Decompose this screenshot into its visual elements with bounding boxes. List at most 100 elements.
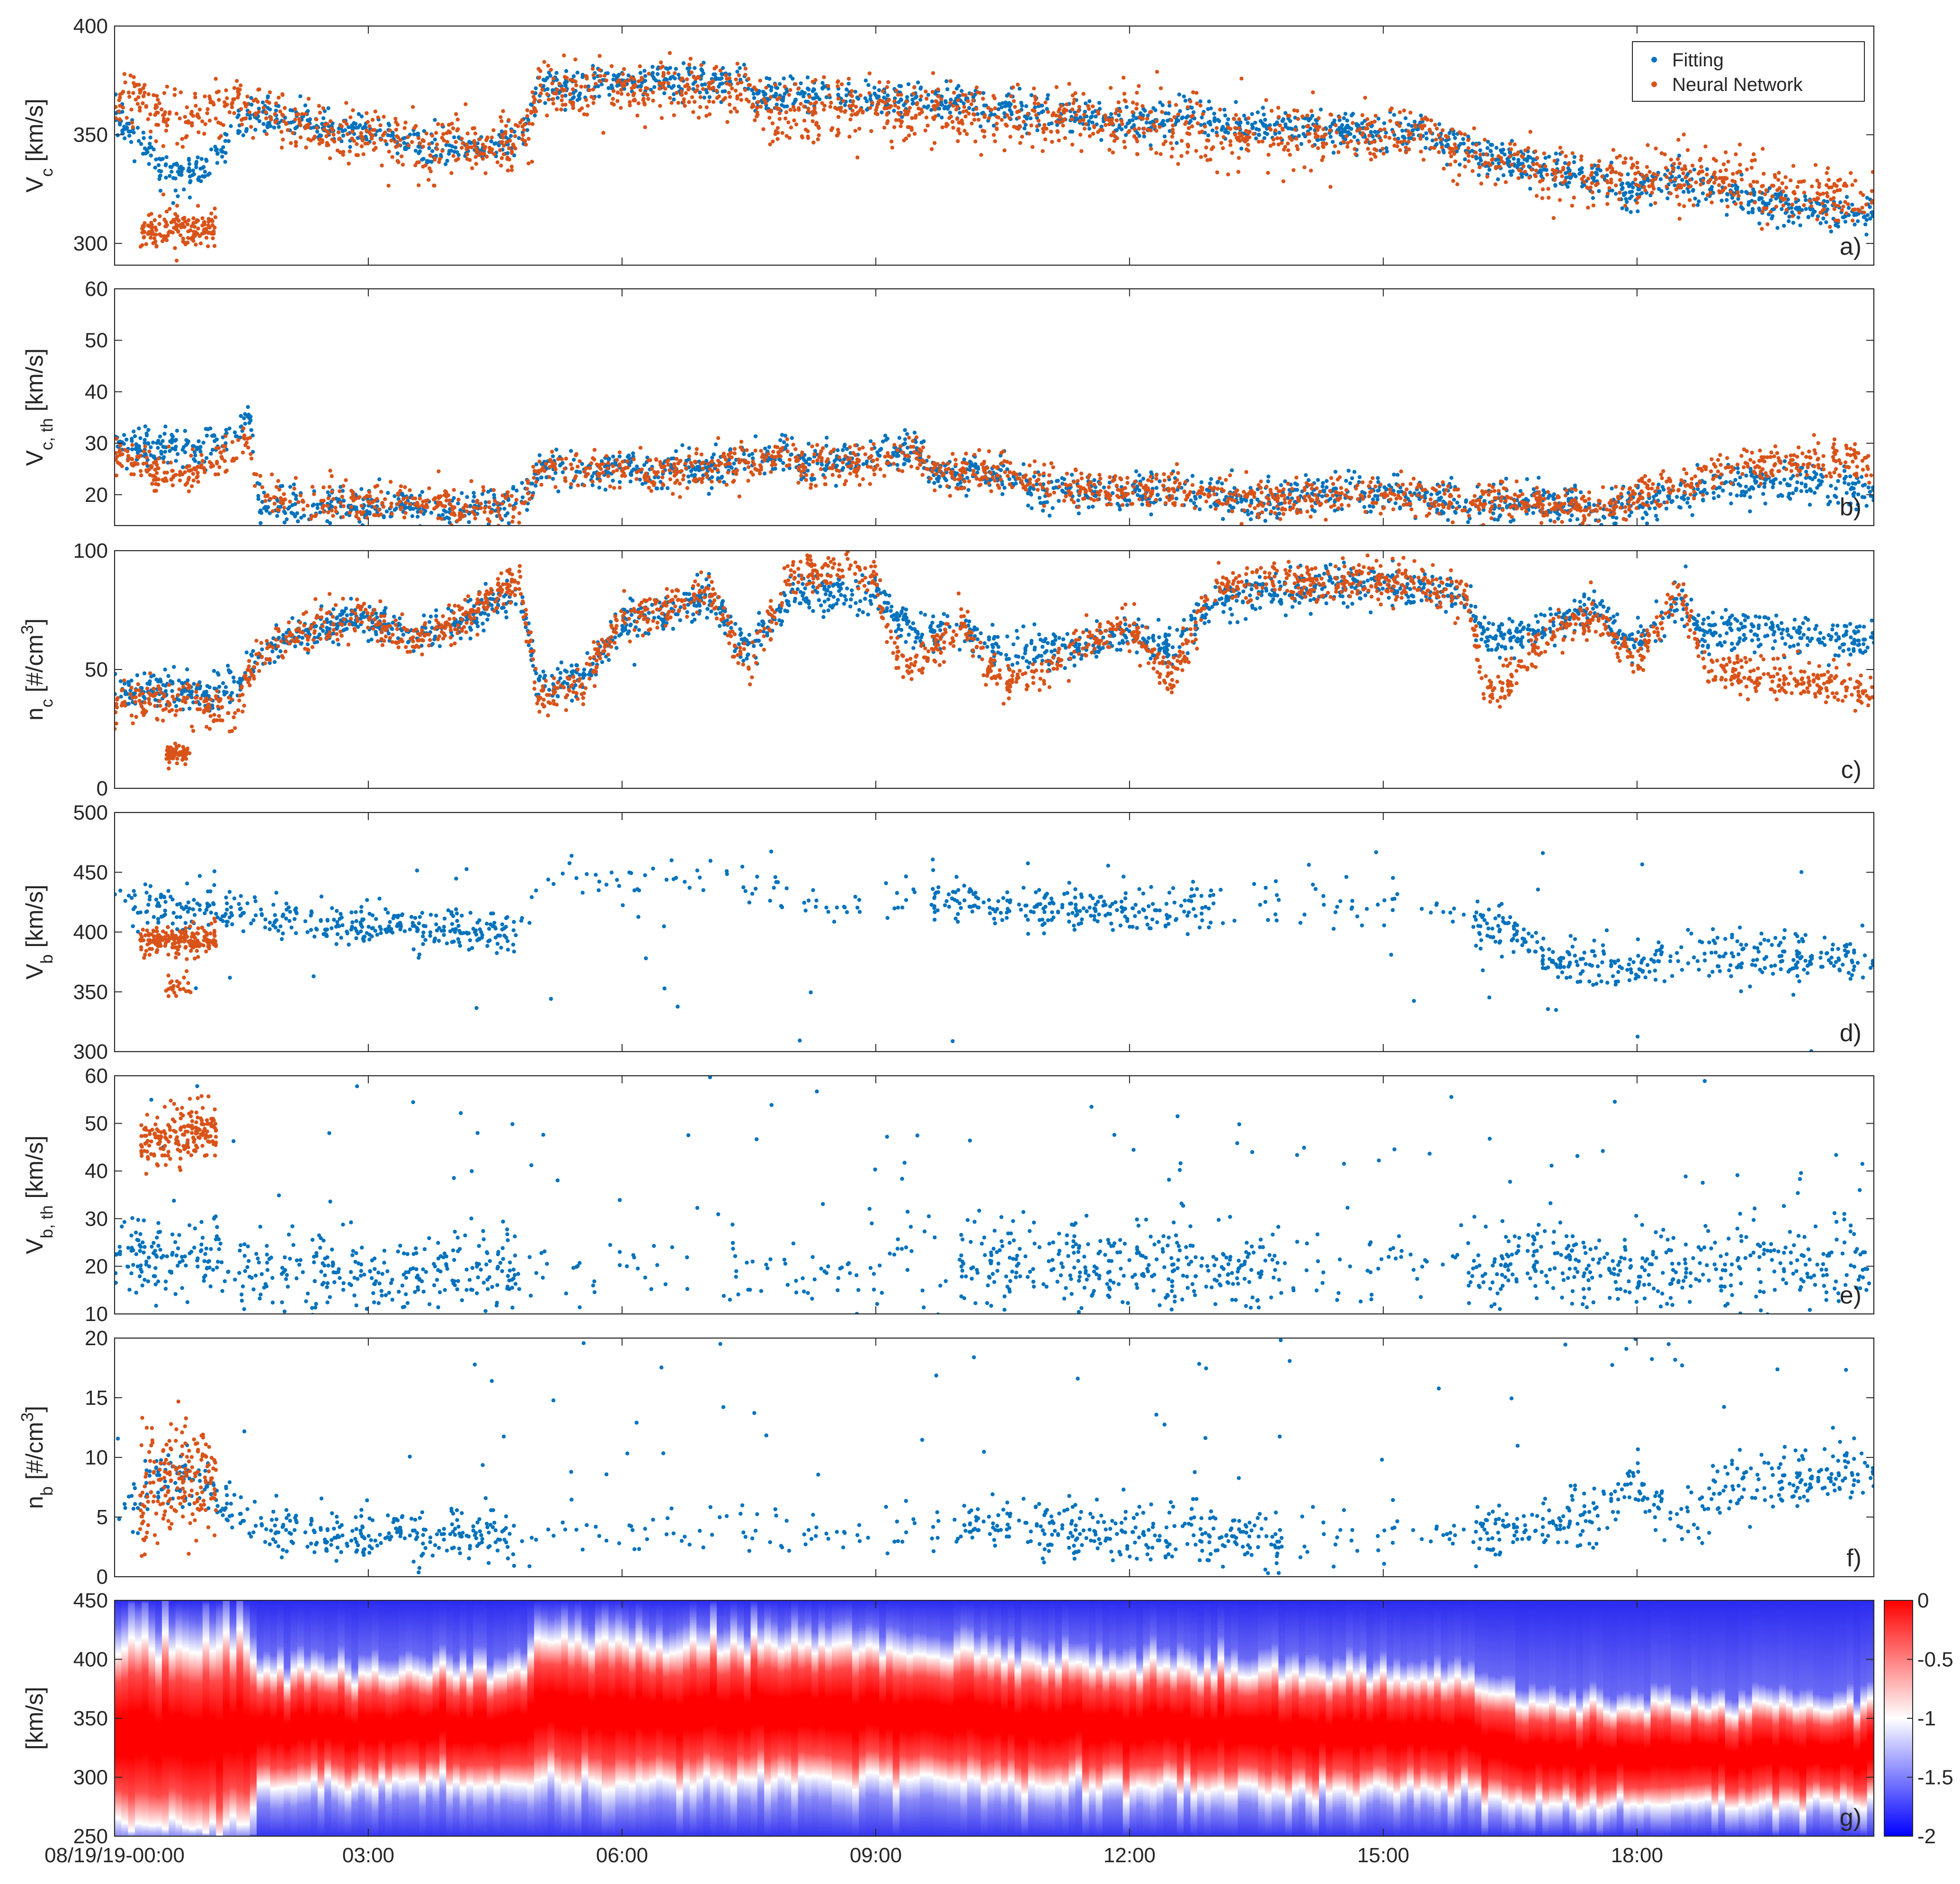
data-point bbox=[1250, 112, 1254, 116]
data-point bbox=[1030, 506, 1034, 510]
data-point bbox=[1301, 125, 1305, 129]
data-point bbox=[236, 95, 240, 100]
data-point bbox=[1369, 130, 1373, 134]
data-point bbox=[1294, 136, 1299, 141]
data-point bbox=[370, 128, 375, 132]
data-point bbox=[1463, 157, 1467, 161]
data-point bbox=[1711, 157, 1716, 161]
data-point bbox=[454, 140, 458, 144]
data-point bbox=[504, 124, 508, 128]
data-point bbox=[1688, 178, 1692, 182]
data-point bbox=[450, 144, 454, 149]
data-point bbox=[889, 139, 894, 143]
data-point bbox=[154, 228, 159, 232]
data-point bbox=[143, 221, 147, 225]
data-point bbox=[1761, 209, 1765, 214]
data-point bbox=[1403, 116, 1408, 120]
data-point bbox=[1114, 128, 1119, 132]
data-point bbox=[1349, 113, 1354, 117]
data-point bbox=[435, 143, 439, 147]
data-point bbox=[1668, 191, 1673, 196]
data-point bbox=[1506, 163, 1511, 167]
data-point bbox=[1719, 198, 1724, 203]
data-point bbox=[892, 108, 896, 113]
data-point bbox=[1864, 202, 1869, 207]
data-point bbox=[482, 146, 487, 151]
data-point bbox=[684, 91, 688, 95]
data-point bbox=[1787, 214, 1791, 219]
data-point bbox=[1595, 527, 1598, 530]
data-point bbox=[350, 129, 355, 134]
data-point bbox=[1278, 123, 1282, 128]
data-point bbox=[629, 460, 633, 464]
data-point bbox=[1384, 131, 1388, 135]
data-point bbox=[811, 140, 816, 145]
data-point bbox=[638, 88, 643, 92]
data-point bbox=[996, 107, 1001, 111]
data-point bbox=[1717, 189, 1721, 193]
data-point bbox=[351, 108, 355, 112]
data-point bbox=[188, 228, 193, 232]
data-point bbox=[1107, 481, 1112, 485]
data-point bbox=[173, 188, 178, 193]
data-point bbox=[1204, 145, 1208, 150]
data-point bbox=[1054, 119, 1059, 124]
data-point bbox=[635, 113, 640, 118]
data-point bbox=[1007, 116, 1012, 120]
data-point bbox=[1176, 112, 1180, 116]
data-point bbox=[492, 152, 497, 156]
data-point bbox=[679, 89, 684, 94]
data-point bbox=[1708, 191, 1713, 195]
data-point bbox=[782, 104, 787, 109]
data-point bbox=[1161, 142, 1166, 146]
data-point bbox=[317, 137, 321, 142]
data-point bbox=[539, 91, 543, 96]
data-point bbox=[153, 165, 157, 170]
data-point bbox=[279, 130, 284, 134]
data-point bbox=[184, 120, 188, 125]
data-point bbox=[1494, 166, 1498, 170]
data-point bbox=[1862, 215, 1866, 219]
data-point bbox=[773, 83, 777, 87]
data-point bbox=[912, 85, 917, 89]
data-point bbox=[174, 459, 178, 463]
data-point bbox=[1194, 91, 1199, 95]
data-point bbox=[210, 100, 214, 104]
data-point bbox=[1404, 145, 1408, 150]
data-point bbox=[1572, 155, 1577, 159]
data-point bbox=[193, 95, 197, 99]
data-point bbox=[1625, 200, 1629, 204]
data-point bbox=[864, 107, 869, 112]
data-point bbox=[1582, 179, 1586, 184]
data-point bbox=[885, 119, 890, 124]
data-point bbox=[1306, 116, 1310, 121]
data-point bbox=[704, 105, 709, 109]
data-point bbox=[1086, 104, 1090, 108]
data-point bbox=[1104, 117, 1108, 122]
data-point bbox=[1009, 94, 1013, 98]
data-point bbox=[1125, 503, 1130, 507]
marks-b bbox=[115, 405, 1874, 530]
data-point bbox=[1608, 163, 1613, 168]
data-point bbox=[1739, 493, 1743, 498]
data-point bbox=[864, 78, 868, 83]
data-point bbox=[563, 107, 568, 112]
data-point bbox=[1494, 146, 1499, 150]
data-point bbox=[1243, 139, 1247, 144]
data-point bbox=[499, 140, 503, 144]
data-point bbox=[673, 71, 677, 75]
data-point bbox=[1851, 218, 1855, 223]
data-point bbox=[815, 461, 820, 465]
data-point bbox=[370, 136, 374, 141]
data-point bbox=[771, 139, 775, 143]
data-point bbox=[1383, 134, 1388, 139]
data-point bbox=[698, 105, 703, 109]
data-point bbox=[1560, 150, 1564, 154]
data-point bbox=[1437, 122, 1442, 126]
data-point bbox=[1142, 126, 1146, 131]
data-point bbox=[903, 112, 907, 116]
data-point bbox=[1866, 485, 1871, 490]
data-point bbox=[899, 92, 903, 97]
data-point bbox=[504, 140, 509, 144]
data-point bbox=[1488, 163, 1493, 167]
